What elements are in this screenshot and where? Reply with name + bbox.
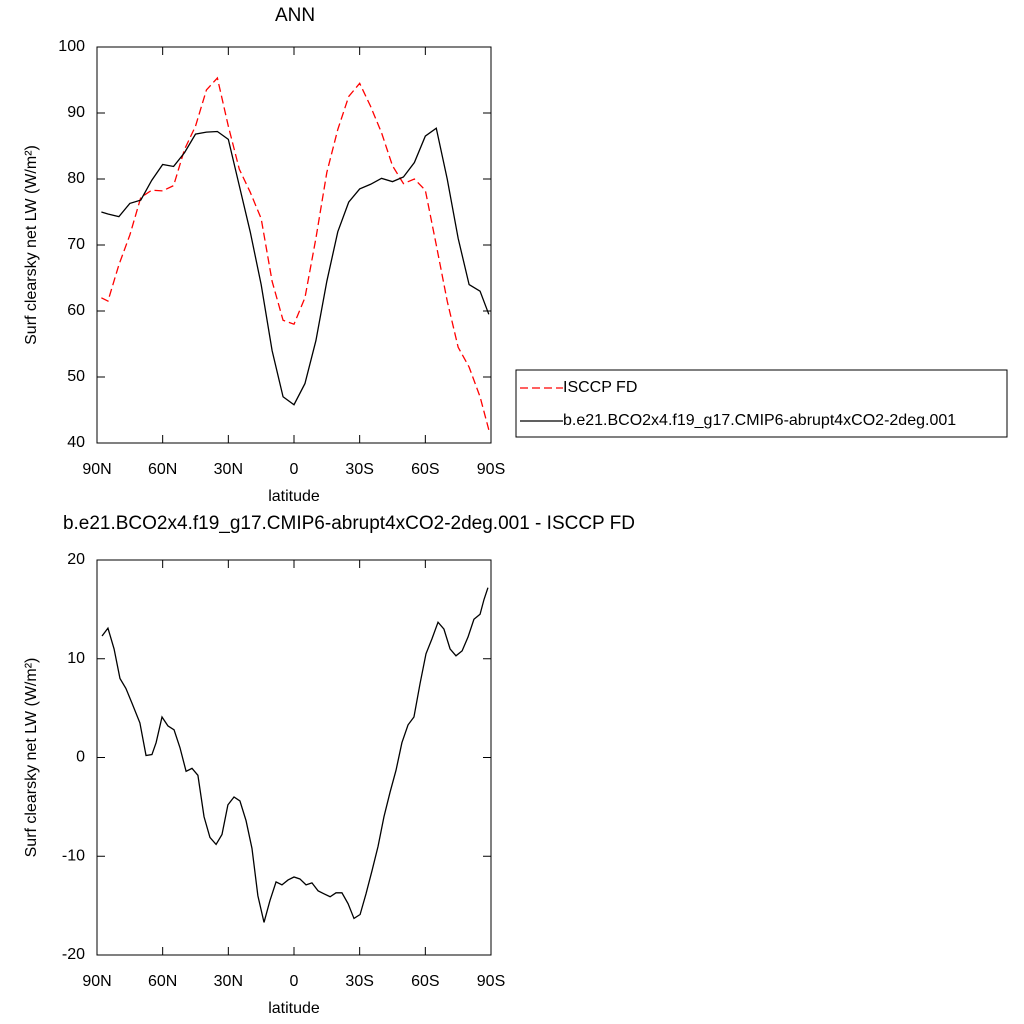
data-line (101, 587, 489, 923)
y-tick-label: -10 (62, 847, 85, 864)
y-tick-label: 80 (67, 170, 85, 187)
y-tick-label: 50 (67, 368, 85, 385)
x-tick-label: 60S (411, 461, 439, 478)
legend-label: ISCCP FD (563, 379, 637, 396)
y-tick-label: 40 (67, 434, 85, 451)
x-tick-label: 90S (477, 973, 505, 990)
y-tick-label: 100 (58, 38, 85, 55)
x-tick-label: 30S (345, 973, 373, 990)
y-tick-label: -20 (62, 946, 85, 963)
chart-title: ANN (275, 5, 315, 26)
x-axis-label: latitude (268, 488, 320, 505)
x-tick-label: 60N (148, 973, 177, 990)
y-tick-label: 0 (76, 749, 85, 766)
plot-frame (96, 559, 492, 956)
y-axis-label: Surf clearsky net LW (W/m²) (23, 658, 40, 858)
plot-frame (96, 46, 492, 444)
legend-label: b.e21.BCO2x4.f19_g17.CMIP6-abrupt4xCO2-2… (563, 412, 956, 429)
x-tick-label: 90N (82, 973, 111, 990)
x-tick-label: 90S (477, 461, 505, 478)
legend-box (515, 369, 1008, 438)
y-tick-label: 20 (67, 551, 85, 568)
data-line (101, 127, 490, 406)
x-tick-label: 30N (214, 461, 243, 478)
x-axis-label: latitude (268, 1000, 320, 1017)
x-tick-label: 0 (290, 973, 299, 990)
x-tick-label: 60N (148, 461, 177, 478)
y-axis-label: Surf clearsky net LW (W/m²) (23, 145, 40, 345)
data-line (101, 76, 490, 430)
x-tick-label: 90N (82, 461, 111, 478)
y-tick-label: 90 (67, 104, 85, 121)
x-tick-label: 0 (290, 461, 299, 478)
x-tick-label: 30N (214, 973, 243, 990)
y-tick-label: 70 (67, 236, 85, 253)
y-tick-label: 60 (67, 302, 85, 319)
x-tick-label: 30S (345, 461, 373, 478)
x-tick-label: 60S (411, 973, 439, 990)
y-tick-label: 10 (67, 650, 85, 667)
chart-title: b.e21.BCO2x4.f19_g17.CMIP6-abrupt4xCO2-2… (63, 513, 635, 534)
